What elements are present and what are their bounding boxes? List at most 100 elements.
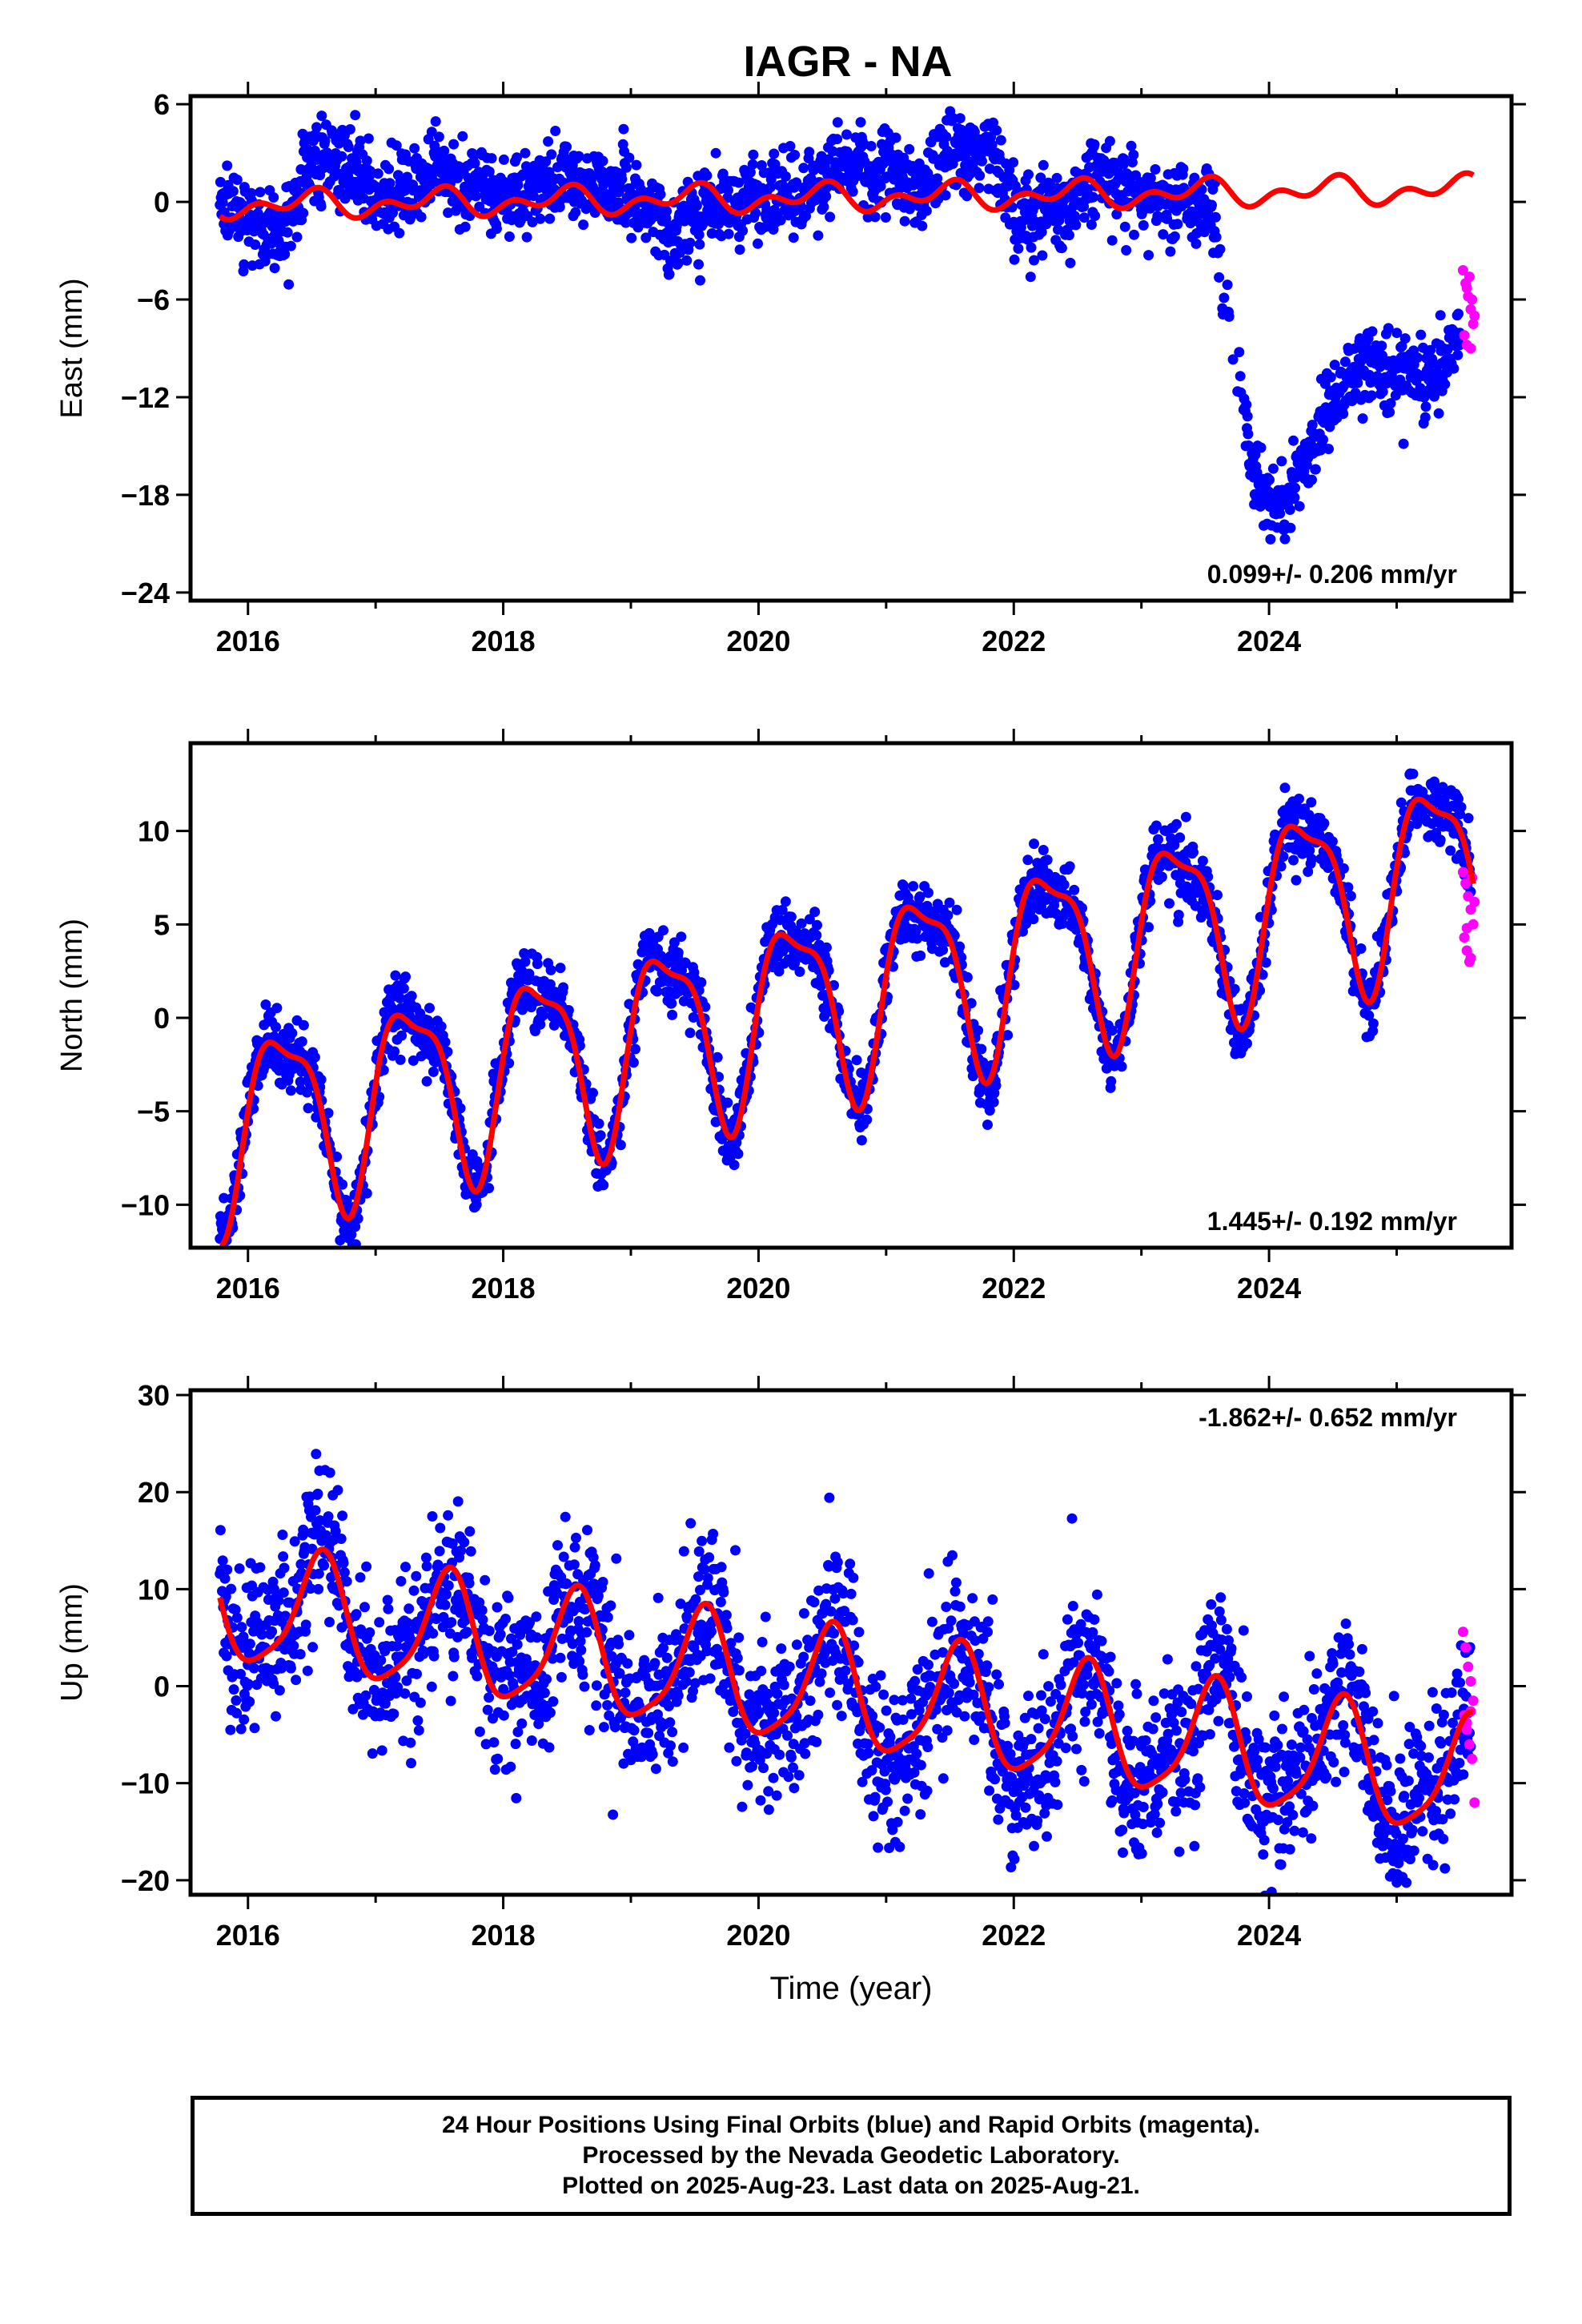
east-final-point — [616, 174, 628, 185]
east-final-point — [1377, 386, 1388, 397]
east-final-point — [974, 183, 985, 194]
east-final-point — [250, 239, 261, 250]
north-final-point — [615, 1140, 626, 1151]
east-rapid-point — [1465, 343, 1476, 354]
east-final-point — [664, 269, 675, 279]
up-final-point — [355, 1572, 366, 1583]
east-final-point — [285, 240, 296, 251]
east-final-point — [631, 159, 642, 171]
east-xtick-label: 2016 — [216, 625, 280, 657]
east-final-point — [484, 166, 495, 177]
up-final-point — [279, 1562, 290, 1574]
north-velocity-label: 1.445+/- 0.192 mm/yr — [1207, 1207, 1457, 1236]
up-final-point — [404, 1603, 415, 1614]
east-final-point — [1235, 371, 1246, 382]
east-final-point — [904, 203, 915, 215]
up-final-point — [228, 1684, 239, 1695]
east-final-point — [394, 227, 405, 239]
east-final-point — [995, 135, 1006, 146]
north-final-point — [588, 1088, 598, 1099]
east-final-point — [921, 205, 932, 216]
north-final-point — [685, 1027, 696, 1039]
north-final-point — [1407, 768, 1419, 779]
east-final-point — [227, 186, 239, 197]
north-final-point — [809, 907, 821, 918]
north-final-point — [666, 998, 677, 1009]
north-final-point — [323, 1108, 334, 1119]
north-final-point — [520, 956, 531, 967]
east-final-point — [1023, 169, 1034, 180]
east-final-point — [409, 143, 420, 154]
north-final-point — [915, 950, 926, 961]
east-final-point — [1367, 326, 1378, 337]
east-final-point — [1284, 505, 1295, 515]
east-final-point — [460, 221, 471, 232]
east-final-point — [875, 181, 886, 191]
up-final-point — [267, 1626, 278, 1637]
up-final-point — [244, 1696, 255, 1707]
up-final-point — [400, 1562, 411, 1573]
up-final-point — [382, 1594, 393, 1606]
east-final-point — [1126, 140, 1137, 151]
east-final-point — [1128, 149, 1139, 160]
up-final-point — [310, 1505, 321, 1516]
up-final-point — [323, 1511, 334, 1522]
east-final-point — [737, 225, 749, 236]
east-final-point — [319, 135, 331, 147]
east-final-point — [365, 166, 375, 177]
east-ytick-label: −6 — [137, 283, 170, 316]
east-final-point — [391, 140, 402, 151]
north-final-point — [1153, 834, 1163, 845]
east-final-point — [1310, 464, 1321, 475]
east-final-point — [1439, 379, 1451, 390]
east-final-point — [486, 153, 497, 164]
east-rapid-point — [1468, 319, 1479, 329]
east-final-point — [1214, 271, 1225, 283]
north-final-point — [287, 1027, 298, 1039]
up-final-point — [361, 1561, 372, 1572]
east-final-point — [1036, 227, 1047, 238]
east-final-point — [962, 191, 973, 202]
east-final-point — [940, 190, 951, 201]
east-final-point — [363, 133, 374, 144]
east-final-point — [1158, 229, 1169, 240]
north-final-point — [1291, 875, 1302, 886]
east-velocity-label: 0.099+/- 0.206 mm/yr — [1207, 560, 1457, 589]
up-final-point — [443, 1510, 454, 1521]
east-final-point — [535, 213, 546, 224]
east-xtick-label: 2018 — [472, 625, 536, 657]
north-ylabel: North (mm) — [55, 919, 89, 1072]
east-final-point — [1325, 372, 1336, 383]
up-final-point — [408, 1585, 420, 1596]
east-final-point — [978, 76, 989, 86]
east-final-point — [546, 149, 557, 160]
east-final-point — [448, 139, 460, 150]
up-final-point — [412, 1668, 422, 1679]
north-final-point — [440, 1036, 451, 1047]
north-final-point — [298, 1019, 309, 1031]
east-final-point — [231, 175, 243, 185]
east-final-point — [723, 185, 733, 195]
up-final-point — [302, 1665, 313, 1676]
east-final-point — [443, 207, 454, 219]
east-final-point — [1347, 396, 1358, 407]
north-plot-area — [215, 768, 1480, 1248]
up-plot-area — [215, 1449, 1480, 1895]
north-final-point — [794, 966, 805, 977]
east-final-point — [540, 156, 552, 167]
north-final-point — [390, 970, 401, 981]
up-final-point — [359, 1602, 370, 1613]
up-final-point — [351, 1609, 362, 1620]
north-final-point — [676, 931, 687, 943]
up-final-point — [448, 1651, 460, 1663]
east-final-point — [1453, 308, 1464, 320]
east-final-point — [1121, 245, 1132, 255]
east-final-point — [804, 147, 815, 158]
east-final-point — [1255, 442, 1267, 453]
east-final-point — [283, 279, 295, 290]
north-final-point — [1319, 818, 1330, 829]
north-final-point — [812, 919, 822, 931]
north-final-point — [421, 1076, 432, 1087]
north-final-point — [990, 1080, 1002, 1092]
up-final-point — [271, 1711, 281, 1722]
